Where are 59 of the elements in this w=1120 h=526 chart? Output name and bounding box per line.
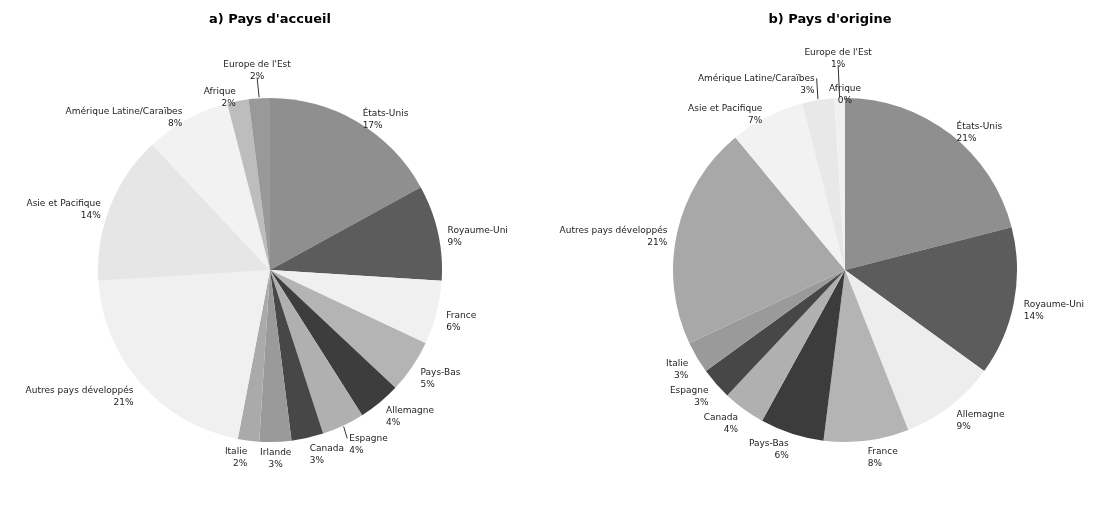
data-label: 3% [268, 458, 284, 469]
data-label: 6% [446, 322, 462, 333]
slice-label: Canada [703, 412, 739, 423]
data-label: 2% [221, 98, 237, 109]
chart-title: a) Pays d'accueil [209, 11, 331, 26]
data-label: 21% [647, 237, 668, 248]
slice-label: Pays-Bas [748, 438, 790, 449]
slice-label: Royaume-Uni [447, 225, 508, 236]
data-label: 4% [349, 445, 364, 456]
slice-label: Italie [666, 357, 689, 368]
data-label: 3% [800, 85, 816, 96]
slice-label: Irlande [260, 446, 292, 457]
slice-label: Amérique Latine/Caraïbes [697, 73, 815, 84]
data-label: 8% [168, 117, 183, 128]
slice-label: Autres pays développés [25, 385, 134, 396]
slice-label: Italie [224, 445, 248, 456]
data-label: 9% [956, 420, 972, 431]
pie-slice [845, 227, 1017, 372]
data-label: 2% [249, 71, 265, 82]
slice-label: Royaume-Uni [1023, 299, 1085, 310]
slice-label: France [867, 445, 899, 456]
slice-label: France [446, 310, 477, 321]
data-label: 14% [80, 210, 102, 220]
slice-label: Allemagne [956, 408, 1005, 419]
data-label: 3% [309, 454, 325, 465]
slice-label: Pays-Bas [420, 367, 461, 378]
data-label: 6% [774, 450, 790, 461]
data-label: 2% [232, 457, 248, 468]
text: 0% [837, 95, 853, 105]
data-label: 1% [831, 59, 846, 70]
slice-label: Europe de l'Est [223, 59, 292, 70]
slice-label: Europe de l'Est [804, 47, 873, 58]
slice-label: Afrique [203, 86, 237, 97]
data-label: 17% [362, 120, 384, 131]
slice-label: Canada [309, 442, 344, 453]
data-label: 4% [723, 424, 739, 435]
data-label: 14% [1023, 311, 1045, 322]
slice-label: Allemagne [386, 405, 435, 416]
data-label: 8% [867, 457, 883, 468]
data-label: 7% [748, 114, 763, 125]
data-label: 21% [956, 133, 977, 144]
slice-label: Espagne [669, 385, 709, 396]
category-label: Afrique [828, 83, 862, 93]
slice-label: Asie et Pacifique [688, 102, 763, 113]
data-label: 3% [674, 369, 689, 380]
slice-label: Amérique Latine/Caraïbes [65, 105, 183, 116]
slice-label: Asie et Pacifique [26, 198, 102, 208]
slice-label: Espagne [349, 433, 389, 444]
slice-label: États-Unis [956, 120, 1003, 132]
chart-title: b) Pays d'origine [768, 11, 892, 26]
data-label: 3% [694, 397, 709, 408]
data-label: 5% [420, 379, 436, 390]
data-label: 21% [113, 397, 134, 408]
data-label: 9% [447, 237, 463, 248]
pie-slice [270, 187, 442, 281]
data-label: 4% [386, 417, 401, 428]
slice-label: Autres pays développés [559, 225, 668, 236]
pie-slice [689, 270, 845, 372]
slice-label: États-Unis [362, 107, 409, 119]
